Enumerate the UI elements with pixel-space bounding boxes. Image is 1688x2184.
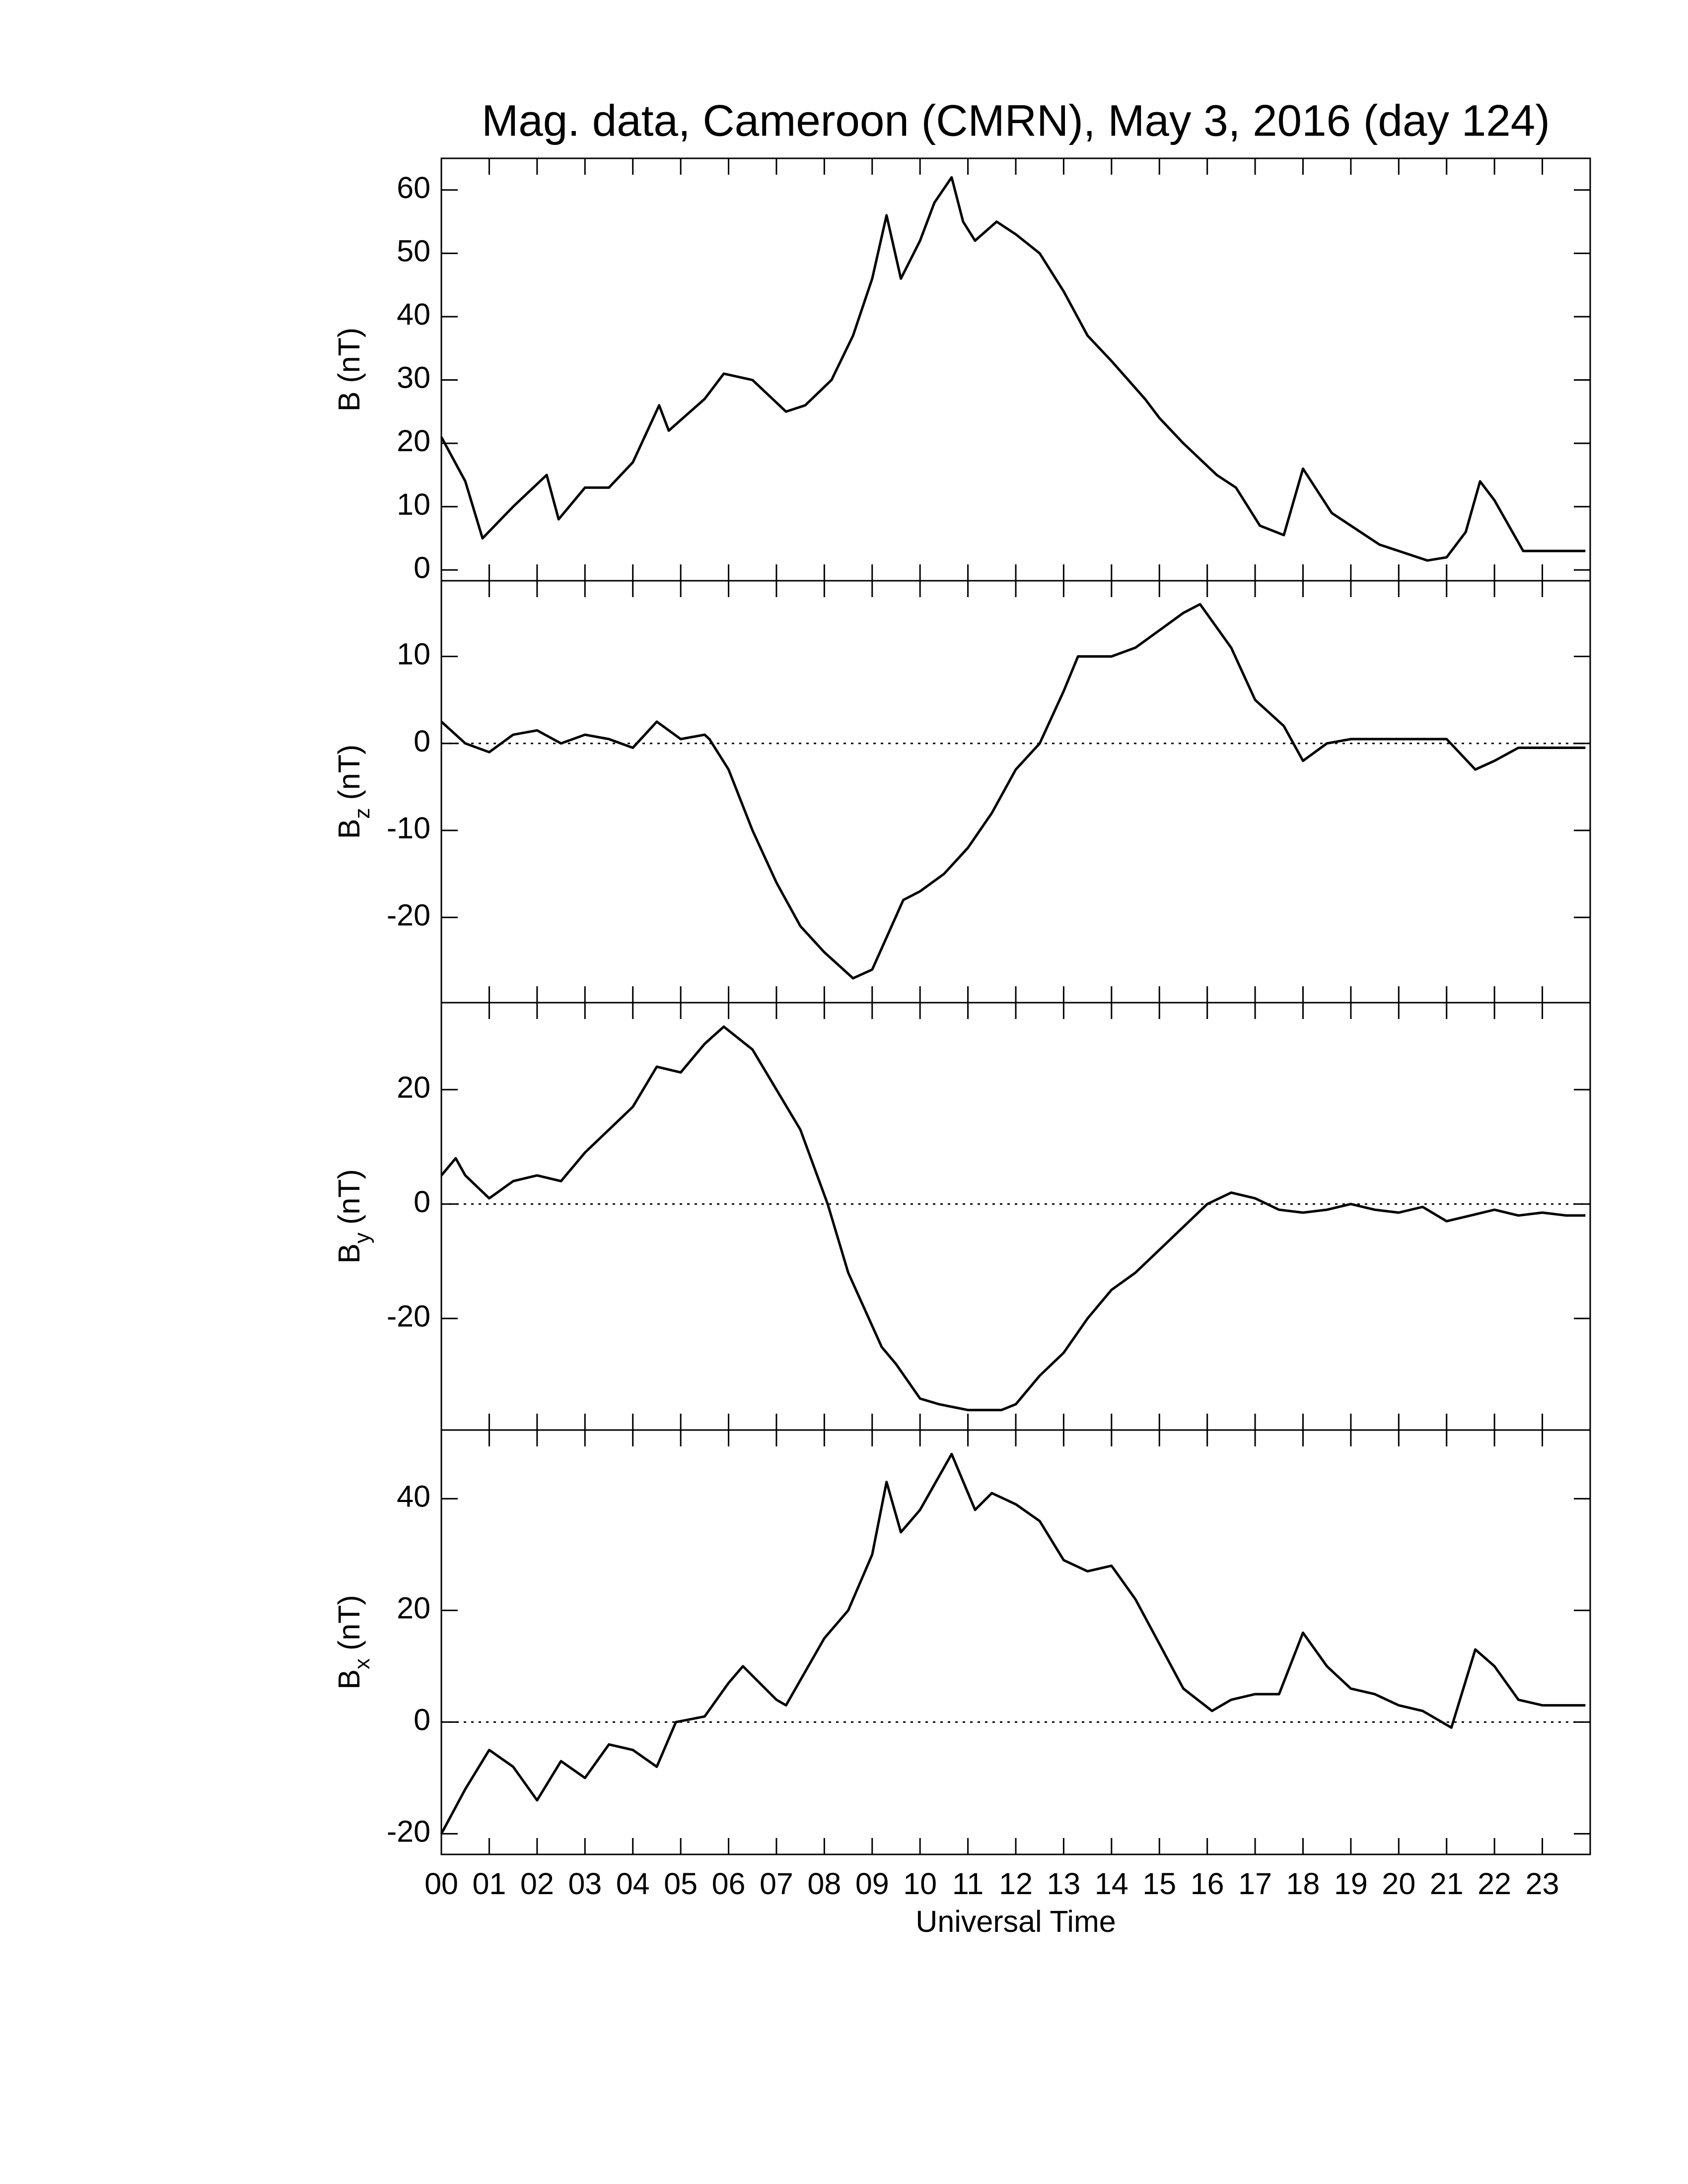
y-axis-label-unit: (nT): [332, 1169, 366, 1225]
x-tick-label: 03: [568, 1867, 602, 1901]
x-tick-label: 21: [1430, 1867, 1464, 1901]
y-tick-label: 10: [397, 637, 430, 671]
data-line: [440, 176, 1586, 562]
y-axis-label-unit: (nT): [332, 1595, 366, 1650]
x-tick-label: 09: [855, 1867, 889, 1901]
y-tick-label: -20: [387, 898, 430, 932]
x-tick-label: 15: [1142, 1867, 1176, 1901]
y-axis-label: By (nT): [332, 1169, 374, 1264]
plot-frame: [440, 157, 1591, 582]
x-tick-label: 10: [903, 1867, 937, 1901]
x-tick-label: 17: [1238, 1867, 1272, 1901]
plot-frame: [440, 580, 1591, 1004]
plot-frame: [440, 1429, 1591, 1855]
chart-title: Mag. data, Cameroon (CMRN), May 3, 2016 …: [482, 96, 1550, 145]
y-tick-label: -20: [387, 1299, 430, 1333]
x-tick-label: 02: [520, 1867, 554, 1901]
y-tick-label: -10: [387, 811, 430, 845]
x-tick-label: 07: [760, 1867, 793, 1901]
y-tick-label: 0: [414, 550, 430, 584]
x-tick-label: 04: [616, 1867, 650, 1901]
y-axis-label-sub: z: [350, 808, 374, 819]
x-tick-label: 18: [1286, 1867, 1320, 1901]
y-tick-label: 0: [414, 724, 430, 758]
data-line: [440, 603, 1586, 980]
y-axis-label-sub: x: [350, 1658, 374, 1669]
y-tick-label: 20: [397, 1070, 430, 1104]
x-tick-label: 16: [1191, 1867, 1224, 1901]
y-tick-label: 30: [397, 361, 430, 395]
y-axis-label-main: B: [332, 1243, 366, 1264]
x-tick-label: 13: [1047, 1867, 1080, 1901]
y-axis-label: B (nT): [332, 328, 366, 411]
y-axis-label-sub: y: [350, 1232, 374, 1243]
x-tick-label: 22: [1477, 1867, 1511, 1901]
y-axis-label-main: B: [332, 819, 366, 839]
x-tick-label: 05: [664, 1867, 698, 1901]
x-tick-label: 00: [424, 1867, 458, 1901]
x-axis-label: Universal Time: [915, 1905, 1116, 1938]
y-axis-label-unit: (nT): [332, 745, 366, 800]
x-tick-label: 23: [1526, 1867, 1559, 1901]
y-axis-label-main: B: [332, 1669, 366, 1690]
x-tick-label: 11: [952, 1867, 984, 1901]
y-tick-label: 40: [397, 297, 430, 331]
y-axis-label: Bz (nT): [332, 745, 374, 839]
x-tick-label: 20: [1382, 1867, 1415, 1901]
plot-frame: [440, 1002, 1591, 1431]
y-tick-label: -20: [387, 1814, 430, 1848]
data-line: [440, 1452, 1586, 1835]
y-tick-label: 10: [397, 487, 430, 521]
y-tick-label: 20: [397, 424, 430, 458]
y-tick-label: 0: [414, 1703, 430, 1736]
x-tick-label: 12: [999, 1867, 1033, 1901]
data-line: [440, 1025, 1586, 1412]
x-tick-label: 01: [472, 1867, 506, 1901]
y-tick-label: 40: [397, 1479, 430, 1513]
x-tick-label: 08: [807, 1867, 841, 1901]
y-axis-label: Bx (nT): [332, 1595, 374, 1690]
x-tick-label: 19: [1334, 1867, 1368, 1901]
y-tick-label: 50: [397, 234, 430, 268]
x-tick-label: 06: [712, 1867, 746, 1901]
y-tick-label: 60: [397, 171, 430, 205]
y-tick-label: 0: [414, 1185, 430, 1219]
y-tick-label: 20: [397, 1591, 430, 1625]
x-tick-label: 14: [1095, 1867, 1128, 1901]
